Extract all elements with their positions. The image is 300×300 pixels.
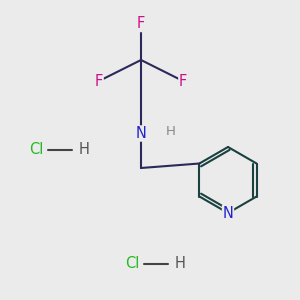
Text: F: F — [179, 74, 187, 88]
Text: H: H — [166, 125, 176, 139]
Text: H: H — [79, 142, 89, 158]
Text: H: H — [175, 256, 185, 272]
Text: F: F — [95, 74, 103, 88]
Text: Cl: Cl — [29, 142, 43, 158]
Text: Cl: Cl — [125, 256, 139, 272]
Text: N: N — [223, 206, 233, 220]
Text: F: F — [137, 16, 145, 32]
Text: N: N — [136, 126, 146, 141]
